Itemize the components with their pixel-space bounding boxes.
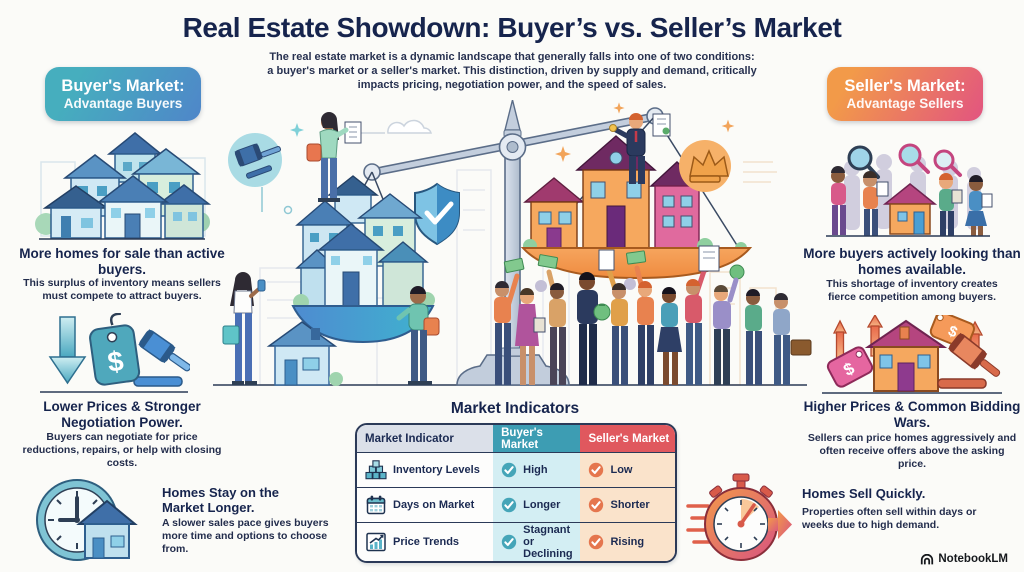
seller-section-2-heading: Higher Prices & Common Bidding Wars. [803,399,1021,430]
column-header-seller-market: Seller's Market [580,425,675,453]
cloud [387,119,433,134]
house-up-arrows-tags-gavel-icons: $ $ [822,315,1002,394]
price-tag-icon: $ [826,346,874,388]
indicator-label: Days on Market [393,498,475,511]
seller-value: Low [610,463,633,476]
buyer-section-3-body: A slower sales pace gives buyers more ti… [162,517,329,556]
table-row: Inventory Levels High Low [357,452,675,488]
table-row: Price Trends Stagnant or Declining Risin… [357,522,675,561]
buyer-section-3-heading: Homes Stay on the Market Longer. [162,485,280,516]
seller-value: Rising [610,535,645,548]
person [831,166,846,235]
person-on-buyer-pan [306,112,362,202]
check-icon [501,497,517,513]
calendar-icon [365,495,387,515]
seller-section-2-body: Sellers can price homes aggressively and… [807,432,1017,471]
column-header-buyer-market: Buyer's Market [493,425,581,453]
check-icon [588,462,604,478]
indicators-table: Market Indicator Buyer's Market Seller's… [355,423,677,563]
neighborhood-houses-illustration [35,132,211,240]
buyer-section-2-body: Buyers can negotiate for price reduction… [22,431,222,470]
small-house-icon [882,183,938,235]
watermark: NotebookLM [920,553,1008,565]
inventory-cubes-icon [365,460,387,480]
column-header-indicator: Market Indicator [357,425,494,453]
house-icon [76,499,138,559]
check-icon [588,497,604,513]
person-on-seller-pan [609,113,671,184]
gavel-icon [138,329,190,372]
indicator-label: Price Trends [393,535,460,548]
magnifying-glass-icon [898,143,930,174]
page-title: Real Estate Showdown: Buyer’s vs. Seller… [182,12,842,43]
bidding-crowd [494,245,812,385]
buyer-market-badge: Buyer's Market: Advantage Buyers [45,67,201,121]
seller-value: Shorter [610,498,650,511]
indicators-title: Market Indicators [450,400,580,417]
sparkle-icon [290,123,304,137]
sparkle-icon [555,102,735,162]
check-icon [588,534,604,550]
gavel-icon [948,332,1001,377]
check-icon [501,462,517,478]
right-arrow-icon [768,510,792,539]
buyer-crowd-magnifiers-illustration [826,143,993,237]
page-subtitle: The real estate market is a dynamic land… [267,51,757,92]
magnifying-glass-icon [933,149,962,177]
buyer-value: Longer [523,498,561,511]
buyer-pan [291,171,435,344]
person [863,171,889,236]
gavel-circle-icon [228,133,293,215]
seller-section-3-heading: Homes Sell Quickly. [802,486,926,501]
person [965,175,993,236]
shield-check-icon [414,182,460,246]
stopwatch-icon [686,473,792,561]
seller-section-3-body: Properties often sell within days or wee… [802,506,977,532]
seller-market-badge: Seller's Market: Advantage Sellers [827,67,983,121]
seller-badge-title: Seller's Market: [844,76,966,95]
watermark-label: NotebookLM [938,553,1008,565]
buyer-badge-title: Buyer's Market: [61,76,185,95]
buyer-section-1-heading: More homes for sale than active buyers. [19,246,225,277]
buyer-badge-subtitle: Advantage Buyers [63,96,183,112]
seller-badge-subtitle: Advantage Sellers [846,96,964,112]
check-icon [501,534,517,550]
seller-section-1-body: This shortage of inventory creates fierc… [826,278,998,304]
buyer-value: High [523,463,548,476]
notebooklm-logo [920,553,934,565]
buyer-section-1-body: This surplus of inventory means sellers … [23,277,221,303]
person [939,173,963,236]
small-house-left [266,321,343,386]
buyer-section-2-heading: Lower Prices & Stronger Negotiation Powe… [43,399,201,430]
down-arrow-icon [48,316,87,385]
table-row: Days on Market Longer Shorter [357,487,675,523]
buyer-value: Stagnant or Declining [523,523,573,561]
indicator-label: Inventory Levels [393,463,480,476]
crown-circle-icon [679,140,731,192]
person-left [222,272,266,385]
balance-scale-illustration [213,100,812,386]
trend-chart-icon [365,532,387,552]
house-icon [864,319,948,392]
svg-text:$: $ [106,345,126,378]
seller-section-1-heading: More buyers actively looking than homes … [803,246,1021,277]
price-tag-icon: $ [89,313,141,386]
down-arrow-price-tag-gavel-icons: $ [40,313,190,393]
person-left-2 [396,286,440,385]
clock-house-icon [36,479,138,561]
